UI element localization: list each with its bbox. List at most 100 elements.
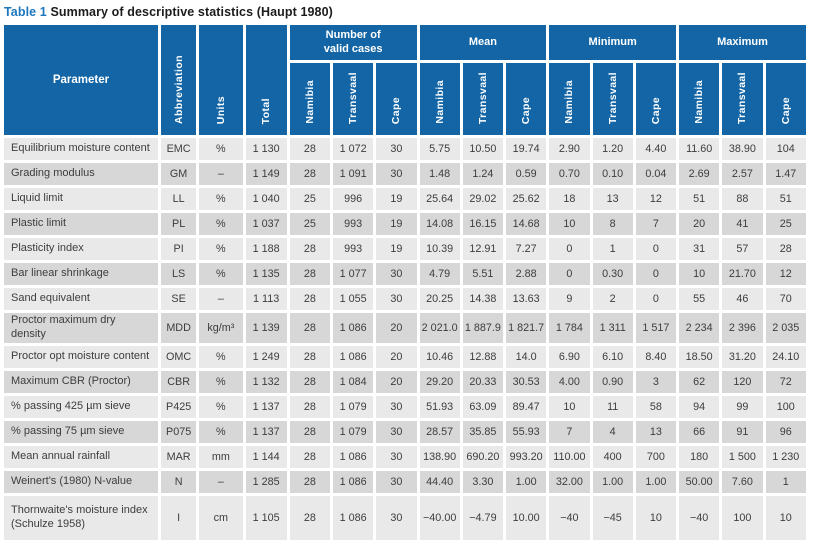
subcol-mean-cape: Cape [506,63,547,135]
mean-namibia-cell: 2 021.0 [419,313,460,343]
abbreviation-cell: PI [161,238,197,260]
valid-cases-transvaal-cell: 1 084 [333,370,374,393]
mean-namibia-cell: 20.25 [419,288,460,310]
max-transvaal-cell: 41 [722,213,763,235]
min-transvaal-cell: 1 311 [592,313,633,343]
valid-cases-cape-cell: 30 [376,395,417,418]
max-cape-cell: 25 [765,213,806,235]
min-namibia-cell: 2.90 [549,138,590,160]
mean-cape-cell: 1.00 [506,470,547,493]
abbreviation-cell: MDD [161,313,197,343]
total-cell: 1 113 [245,288,287,310]
mean-cape-cell: 0.59 [506,163,547,185]
unit-cell: – [199,470,243,493]
subcol-mean-transvaal: Transvaal [462,63,504,135]
max-transvaal-cell: 38.90 [722,138,763,160]
abbreviation-cell: LL [161,188,197,210]
valid-cases-namibia-cell: 28 [289,138,331,160]
max-namibia-cell: 10 [679,263,720,285]
parameter-cell: Plastic limit [4,213,158,235]
parameter-cell: Grading modulus [4,163,158,185]
max-cape-cell: 72 [765,370,806,393]
valid-cases-transvaal-cell: 1 091 [333,163,374,185]
max-cape-cell: 10 [765,495,806,540]
col-header-parameter: Parameter [4,25,158,135]
max-namibia-cell: 94 [679,395,720,418]
valid-cases-transvaal-cell: 1 086 [333,495,374,540]
subcol-valid-namibia: Namibia [289,63,331,135]
min-transvaal-cell: 0.30 [592,263,633,285]
valid-cases-namibia-cell: 28 [289,263,331,285]
max-cape-cell: 70 [765,288,806,310]
unit-cell: – [199,163,243,185]
abbreviation-cell: MAR [161,445,197,468]
min-cape-cell: 0 [635,263,677,285]
mean-transvaal-cell: 35.85 [462,420,504,443]
mean-transvaal-cell: 14.38 [462,288,504,310]
total-cell: 1 105 [245,495,287,540]
mean-transvaal-cell: 12.91 [462,238,504,260]
mean-cape-cell: 1 821.7 [506,313,547,343]
valid-cases-cape-cell: 20 [376,370,417,393]
mean-namibia-cell: 1.48 [419,163,460,185]
col-header-abbreviation: Abbreviation [161,25,197,135]
parameter-cell: Thornwaite's moisture index (Schulze 195… [4,495,158,540]
max-cape-cell: 96 [765,420,806,443]
subcol-max-namibia: Namibia [679,63,720,135]
mean-transvaal-cell: 10.50 [462,138,504,160]
table-row: Weinert's (1980) N-value N –1 285 28 1 086 30… [4,470,806,493]
mean-cape-cell: 7.27 [506,238,547,260]
min-namibia-cell: 1 784 [549,313,590,343]
max-cape-cell: 12 [765,263,806,285]
min-namibia-cell: 32.00 [549,470,590,493]
max-namibia-cell: 2.69 [679,163,720,185]
max-namibia-cell: 55 [679,288,720,310]
valid-cases-cape-cell: 19 [376,213,417,235]
mean-transvaal-cell: 690.20 [462,445,504,468]
unit-cell: – [199,288,243,310]
parameter-cell: Plasticity index [4,238,158,260]
max-cape-cell: 1 230 [765,445,806,468]
valid-cases-namibia-cell: 25 [289,213,331,235]
valid-cases-cape-cell: 20 [376,313,417,343]
min-transvaal-cell: 0.10 [592,163,633,185]
abbreviation-cell: PL [161,213,197,235]
mean-cape-cell: 19.74 [506,138,547,160]
max-transvaal-cell: 99 [722,395,763,418]
parameter-cell: Liquid limit [4,188,158,210]
mean-namibia-cell: 25.64 [419,188,460,210]
unit-cell: kg/m³ [199,313,243,343]
table-caption-number: Table 1 [4,5,47,19]
abbreviation-cell: P075 [161,420,197,443]
total-cell: 1 139 [245,313,287,343]
valid-cases-cape-cell: 19 [376,238,417,260]
total-cell: 1 137 [245,395,287,418]
table-row: % passing 75 µm sieve P075% 1 137 28 1 079 30… [4,420,806,443]
subcol-max-transvaal: Transvaal [722,63,763,135]
valid-cases-namibia-cell: 28 [289,313,331,343]
subcolumn-header-row: Namibia Transvaal Cape Namibia Transvaal… [4,63,806,135]
min-namibia-cell: 10 [549,213,590,235]
subcol-valid-transvaal: Transvaal [333,63,374,135]
mean-namibia-cell: 4.79 [419,263,460,285]
valid-cases-namibia-cell: 28 [289,470,331,493]
max-cape-cell: 28 [765,238,806,260]
valid-cases-cape-cell: 19 [376,188,417,210]
mean-namibia-cell: 51.93 [419,395,460,418]
max-transvaal-cell: 31.20 [722,345,763,368]
table-row: Equilibrium moisture content EMC% 1 130 28 1… [4,138,806,160]
mean-cape-cell: 13.63 [506,288,547,310]
min-cape-cell: 10 [635,495,677,540]
total-cell: 1 040 [245,188,287,210]
min-transvaal-cell: 13 [592,188,633,210]
min-namibia-cell: 0 [549,263,590,285]
valid-cases-cape-cell: 30 [376,495,417,540]
max-cape-cell: 2 035 [765,313,806,343]
unit-cell: cm [199,495,243,540]
parameter-cell: Proctor maximum dry density [4,313,158,343]
table-caption: Table 1 Summary of descriptive statistic… [4,5,815,19]
abbreviation-cell: GM [161,163,197,185]
total-cell: 1 149 [245,163,287,185]
mean-transvaal-cell: 1 887.9 [462,313,504,343]
unit-cell: % [199,345,243,368]
